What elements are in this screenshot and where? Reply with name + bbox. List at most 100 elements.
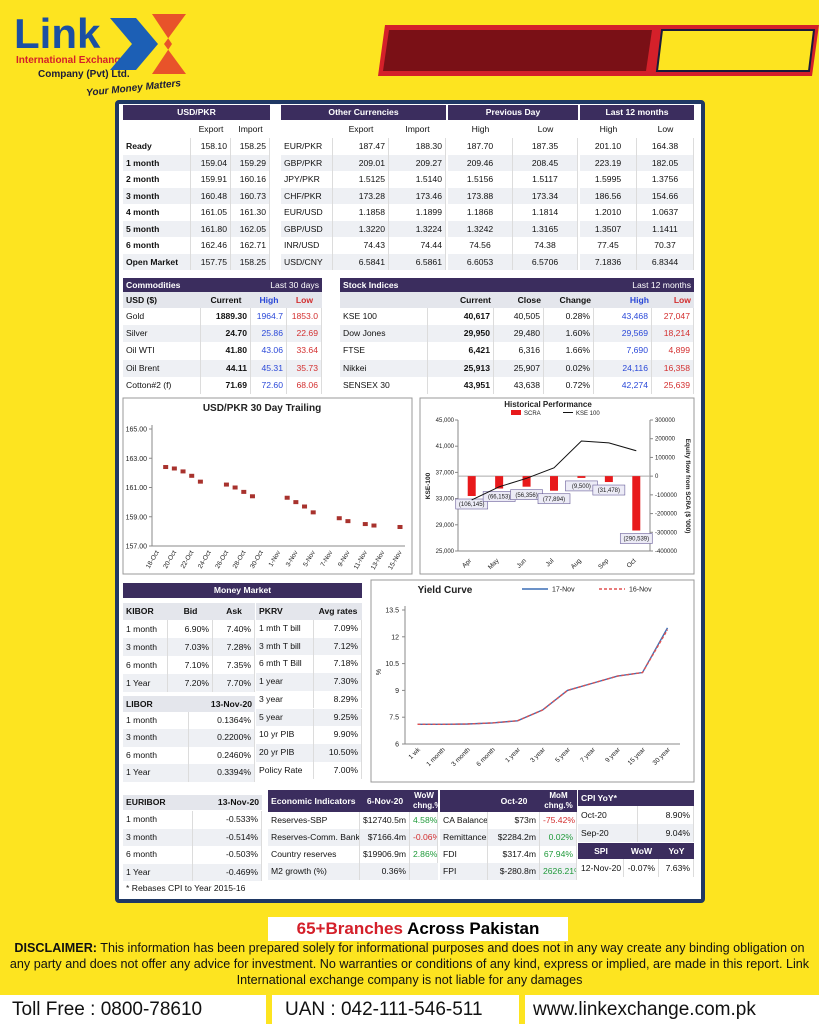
table-row (448, 171, 578, 188)
table-cell: 188.30 (389, 138, 446, 155)
table-row (440, 829, 577, 846)
table-cell: Close (517, 295, 541, 305)
table-cell: $12740.5m (360, 812, 410, 829)
separator (266, 995, 272, 1024)
table-row (281, 171, 446, 188)
table-cell: 25,639 (652, 376, 694, 394)
table-cell: 1.5125 (333, 171, 389, 188)
table-cell: Bid (183, 606, 198, 616)
table-cell: 0.2460% (189, 746, 255, 765)
table-cell: 70.37 (637, 237, 694, 254)
company-type: Company (Pvt) Ltd. (38, 69, 130, 80)
table-row (340, 359, 694, 377)
table-cell: 1.2010 (580, 204, 637, 221)
table-cell: 0.02% (544, 359, 594, 377)
table-row (123, 187, 270, 204)
table-row (281, 253, 446, 270)
table-cell: 3 month (123, 828, 193, 846)
table-cell: 173.28 (333, 187, 389, 204)
table-cell: 1.3220 (333, 220, 389, 237)
table-title: Last 12 months (580, 105, 694, 120)
table-cell: 6.8344 (637, 253, 694, 270)
table-cell: 29,480 (494, 325, 544, 343)
table-cell: 6.5861 (389, 253, 446, 270)
website[interactable]: www.linkexchange.com.pk (533, 999, 756, 1020)
table-cell: 0.72% (544, 376, 594, 394)
table-cell: 2 month (123, 171, 191, 188)
table-cell: EUR/PKR (281, 138, 333, 155)
table-cell: 74.38 (513, 237, 578, 254)
table-cell: 74.44 (389, 237, 446, 254)
table-row (281, 154, 446, 171)
table-cell: 160.48 (191, 187, 231, 204)
table-cell: 44.11 (201, 359, 251, 377)
table-cell: 7.18% (314, 655, 362, 674)
table-cell: Low (657, 124, 674, 134)
table-row (281, 220, 446, 237)
table-row (268, 812, 438, 829)
table-cell: 1.1899 (389, 204, 446, 221)
table-cell: 9.04% (638, 824, 694, 842)
table-cell: 0.2200% (189, 729, 255, 747)
table-cell: 3 mth T bill (256, 637, 314, 656)
table-row (580, 154, 694, 171)
table-row (123, 220, 270, 237)
table-row (580, 187, 694, 204)
table-cell: 7.20% (168, 674, 213, 692)
table-cell: 161.30 (231, 204, 270, 221)
table-cell: 164.38 (637, 138, 694, 155)
table-cell: 161.05 (191, 204, 231, 221)
table-row (256, 708, 362, 727)
table-row (123, 237, 270, 254)
table-cell: FTSE (340, 342, 428, 360)
table-cell: 173.88 (448, 187, 513, 204)
table-cell: 0.3394% (189, 764, 255, 782)
table-row (440, 812, 577, 829)
branches-banner: 65+Branches Across Pakistan (268, 917, 568, 941)
separator (519, 995, 525, 1024)
table-cell: 7.10% (168, 656, 213, 674)
table-row (123, 154, 270, 171)
table-cell: $-280.8m (488, 863, 540, 880)
table-cell: 1.5140 (389, 171, 446, 188)
table-row (580, 237, 694, 254)
table-cell: USD ($) (126, 295, 158, 305)
table-row (281, 187, 446, 204)
table-cell: Avg rates (318, 606, 358, 616)
table-cell: M2 growth (%) (268, 863, 360, 880)
table-cell: FDI (440, 846, 488, 863)
table-cell: 159.04 (191, 154, 231, 171)
table-cell: 40,505 (494, 308, 544, 326)
table-cell: Low (295, 295, 314, 305)
table-cell: 0.36% (360, 863, 410, 880)
table-row (123, 308, 322, 326)
table-title: Money Market (123, 583, 362, 598)
table-cell: 5 year (256, 708, 314, 727)
table-row (256, 690, 362, 709)
table-cell: PKRV (259, 606, 283, 616)
table-cell: 187.47 (333, 138, 389, 155)
table-cell: 182.05 (637, 154, 694, 171)
table-row (256, 620, 362, 638)
table-title: Previous Day (448, 105, 578, 120)
table-row (448, 154, 578, 171)
table-cell: 9.90% (314, 726, 362, 744)
table-cell: 158.25 (231, 253, 270, 270)
table-cell: CHF/PKR (281, 187, 333, 204)
disclaimer-label: DISCLAIMER: (14, 941, 97, 955)
table-cell: 1 Year (123, 674, 168, 692)
table-header (123, 696, 255, 712)
table-cell: 41.80 (201, 342, 251, 360)
table-cell: Gold (123, 308, 201, 326)
table-cell: 7.00% (314, 761, 362, 780)
table-cell: 4,899 (652, 342, 694, 360)
table-row (123, 729, 255, 747)
table-cell: 1 Year (123, 764, 189, 782)
table-cell: 209.01 (333, 154, 389, 171)
table-cell: 154.66 (637, 187, 694, 204)
table-row (123, 712, 255, 730)
table-cell: 186.56 (580, 187, 637, 204)
table-cell: High (599, 124, 618, 134)
table-cell: Dow Jones (340, 325, 428, 343)
table-cell: 1.3507 (580, 220, 637, 237)
